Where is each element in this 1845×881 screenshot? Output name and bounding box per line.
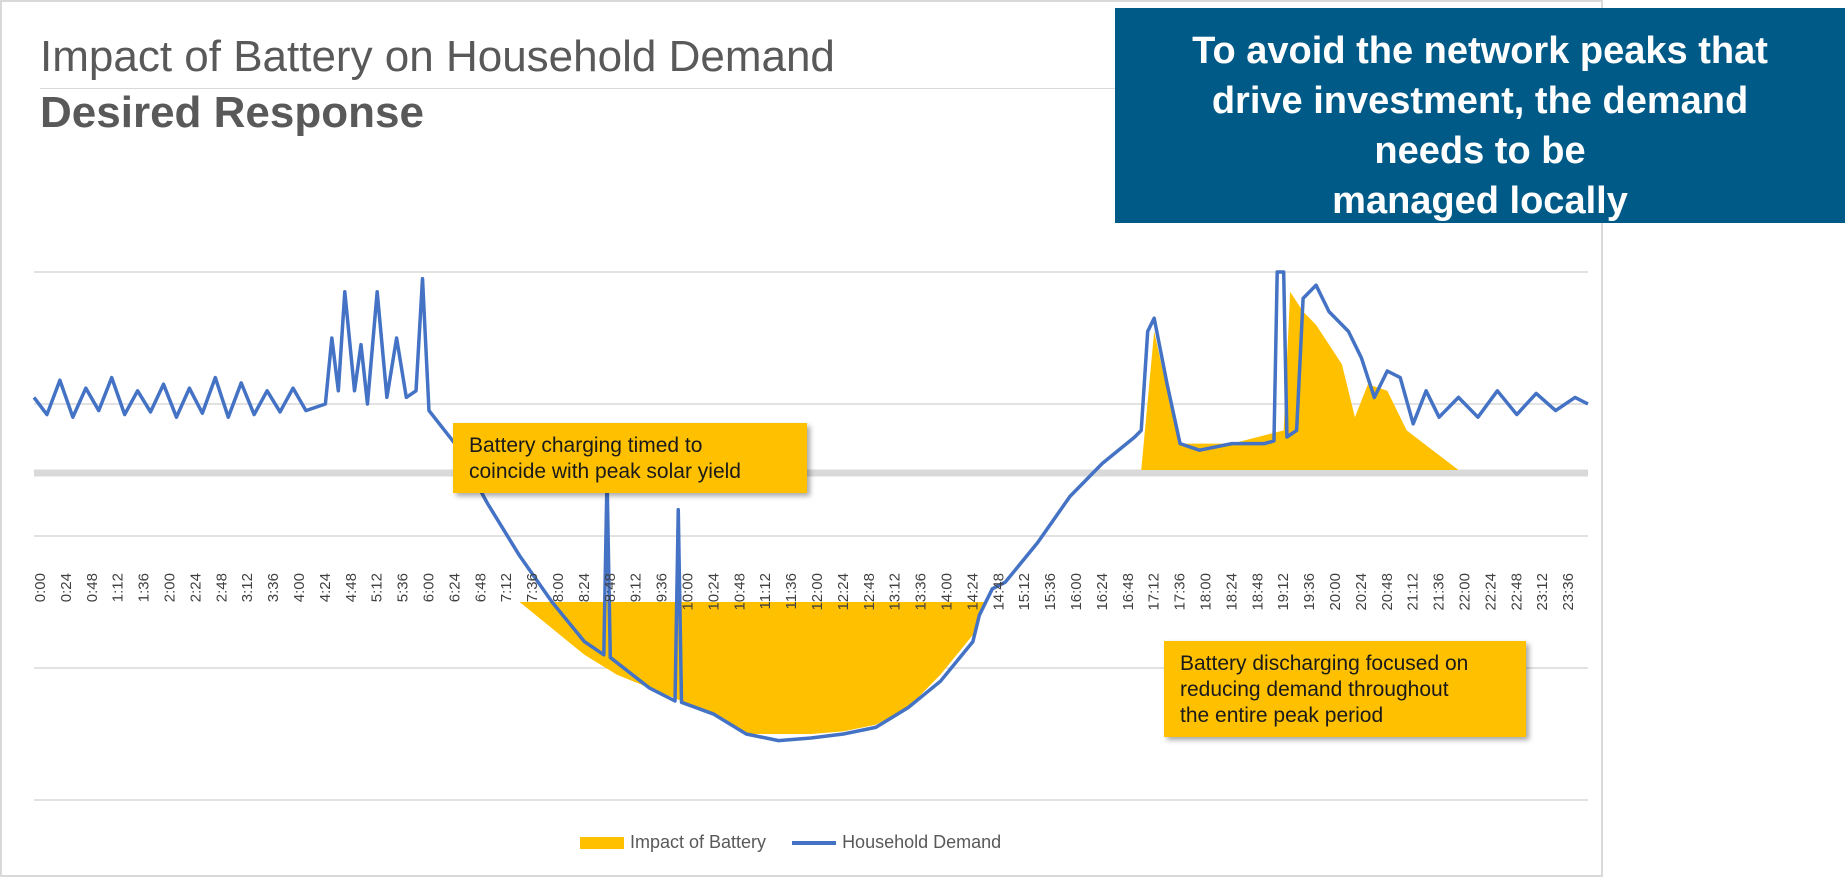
x-tick-label: 8:48	[602, 573, 619, 602]
chart-legend: Impact of Battery Household Demand	[580, 832, 1027, 853]
key-message-callout: To avoid the network peaks that drive in…	[1115, 8, 1845, 223]
x-tick-label: 19:36	[1301, 573, 1318, 611]
x-tick-label: 7:36	[524, 573, 541, 602]
x-tick-label: 3:36	[265, 573, 282, 602]
callout-line-3: needs to be	[1374, 130, 1586, 172]
x-tick-label: 23:12	[1534, 573, 1551, 611]
x-tick-label: 0:00	[32, 573, 49, 602]
x-tick-label: 0:24	[58, 573, 75, 602]
x-tick-label: 20:48	[1379, 573, 1396, 611]
x-tick-label: 2:48	[213, 573, 230, 602]
callout-line-2: drive investment, the demand	[1211, 80, 1749, 122]
charging-annotation-line-1: Battery charging timed to	[469, 434, 703, 457]
x-tick-label: 11:12	[757, 573, 774, 609]
x-tick-label: 3:12	[239, 573, 256, 602]
x-tick-label: 6:24	[446, 573, 463, 602]
x-tick-label: 2:00	[162, 573, 179, 602]
x-tick-label: 20:24	[1353, 573, 1370, 611]
x-tick-label: 0:48	[84, 573, 101, 602]
x-tick-label: 15:36	[1042, 573, 1059, 611]
legend-label-impact: Impact of Battery	[630, 832, 767, 852]
x-tick-label: 17:36	[1172, 573, 1189, 611]
title-divider	[40, 88, 1590, 89]
x-tick-label: 12:24	[835, 573, 852, 611]
callout-line-1: To avoid the network peaks that	[1192, 30, 1768, 72]
x-tick-label: 7:12	[498, 573, 515, 602]
x-tick-label: 10:24	[705, 573, 722, 611]
chart-subtitle: Desired Response	[40, 88, 424, 137]
x-tick-label: 6:00	[421, 573, 438, 602]
x-tick-label: 8:24	[576, 573, 593, 602]
x-tick-label: 5:12	[369, 573, 386, 602]
x-axis-tick-labels: 0:00 0:24 0:48 1:12 1:36 2:00 2:24 2:48 3:12 3:36…	[32, 573, 1577, 611]
discharging-annotation: Battery discharging focused on reducing …	[1164, 641, 1526, 737]
x-tick-label: 13:12	[887, 573, 904, 611]
x-tick-label: 1:12	[110, 573, 127, 602]
x-tick-label: 16:00	[1068, 573, 1085, 611]
x-tick-label: 4:24	[317, 573, 334, 602]
x-tick-label: 18:24	[1223, 573, 1240, 611]
x-tick-label: 21:36	[1431, 573, 1448, 611]
x-tick-label: 22:00	[1457, 573, 1474, 611]
x-tick-label: 13:36	[913, 573, 930, 611]
battery-impact-area-1	[519, 602, 986, 734]
x-tick-label: 14:00	[939, 573, 956, 611]
x-tick-label: 5:36	[395, 573, 412, 602]
x-tick-label: 15:12	[1016, 573, 1033, 611]
x-tick-label: 22:24	[1482, 573, 1499, 611]
x-tick-label: 12:00	[809, 573, 826, 611]
x-tick-label: 23:36	[1560, 573, 1577, 611]
x-tick-label: 10:48	[731, 573, 748, 611]
household-demand-line	[32, 270, 1589, 743]
legend-item-demand: Household Demand	[792, 832, 1001, 853]
chart-title: Impact of Battery on Household Demand	[40, 32, 835, 81]
x-tick-label: 20:00	[1327, 573, 1344, 611]
x-tick-label: 12:48	[861, 573, 878, 611]
x-tick-label: 18:00	[1198, 573, 1215, 611]
x-tick-label: 9:12	[628, 573, 645, 602]
legend-label-demand: Household Demand	[842, 832, 1002, 852]
discharging-annotation-line-3: the entire peak period	[1180, 704, 1384, 727]
legend-line-swatch	[792, 840, 837, 845]
x-tick-label: 21:12	[1405, 573, 1422, 611]
x-tick-label: 6:48	[472, 573, 489, 602]
x-tick-label: 22:48	[1508, 573, 1525, 611]
discharging-annotation-line-1: Battery discharging focused on	[1180, 652, 1469, 675]
x-tick-label: 19:12	[1275, 573, 1292, 611]
x-tick-label: 16:24	[1094, 573, 1111, 611]
x-tick-label: 10:00	[680, 573, 697, 611]
legend-item-impact: Impact of Battery	[580, 832, 766, 853]
callout-line-4: managed locally	[1332, 180, 1628, 222]
x-tick-label: 8:00	[550, 573, 567, 602]
charging-annotation-line-2: coincide with peak solar yield	[469, 460, 741, 483]
x-tick-label: 16:48	[1120, 573, 1137, 611]
x-tick-label: 11:36	[783, 573, 800, 609]
legend-area-swatch	[580, 836, 624, 849]
x-tick-label: 14:48	[990, 573, 1007, 611]
charging-annotation: Battery charging timed to coincide with …	[453, 423, 807, 493]
discharging-annotation-line-2: reducing demand throughout	[1180, 678, 1449, 701]
x-tick-label: 14:24	[964, 573, 981, 611]
x-tick-label: 18:48	[1249, 573, 1266, 611]
x-tick-label: 2:24	[187, 573, 204, 602]
x-tick-label: 9:36	[654, 573, 671, 602]
x-tick-label: 1:36	[136, 573, 153, 602]
x-tick-label: 4:00	[291, 573, 308, 602]
x-tick-label: 17:12	[1146, 573, 1163, 611]
demand-line-layer	[32, 270, 1589, 743]
x-tick-label: 4:48	[343, 573, 360, 602]
